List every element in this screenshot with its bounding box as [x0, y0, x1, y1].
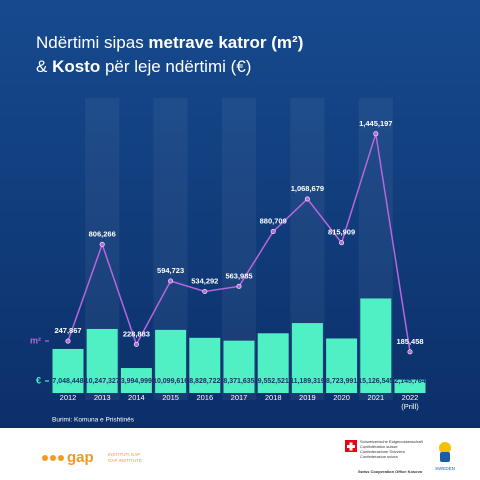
line-point	[133, 341, 139, 347]
bar-label: 7,048,448	[52, 378, 83, 385]
legend-label: m²	[30, 335, 41, 345]
x-tick-label: 2012	[60, 393, 77, 402]
line-point	[339, 240, 345, 246]
x-tick-label: 2013	[94, 393, 111, 402]
source: Burimi: Komuna e Prishtinës	[52, 417, 135, 424]
bar-label: 11,189,319	[290, 378, 325, 385]
line-label: 563,985	[225, 271, 252, 280]
line-label: 594,723	[157, 266, 184, 275]
x-tick-note: (Prill)	[401, 402, 419, 411]
bar-label: 2,145,764	[394, 378, 425, 385]
line-label: 1,068,679	[291, 184, 324, 193]
swiss-text: Confédération suisse	[360, 444, 398, 449]
x-tick-label: 2019	[299, 393, 316, 402]
bar-label: 8,723,991	[326, 378, 357, 385]
line-point	[202, 289, 208, 295]
x-tick-label: 2020	[333, 393, 350, 402]
bar	[155, 329, 187, 393]
swiss-text: Confederaziun svizra	[360, 454, 398, 459]
gap-name: GAP INSTITUTE	[108, 458, 142, 463]
sweden-shield	[440, 452, 450, 462]
swiss-office: Swiss Cooperation Office Kosovo	[358, 469, 423, 474]
line-point	[99, 241, 105, 247]
x-tick-label: 2015	[162, 393, 179, 402]
swiss-text: Schweizerische Eidgenossenschaft	[360, 439, 424, 444]
column-stripe	[393, 98, 427, 400]
line-point	[65, 338, 71, 344]
bar	[257, 333, 289, 393]
bar	[326, 338, 358, 393]
x-tick-label: 2022	[402, 393, 419, 402]
line-label: 880,709	[260, 217, 287, 226]
bar-label: 3,994,999	[121, 378, 152, 385]
line-point	[304, 196, 310, 202]
bar	[360, 298, 392, 393]
title-line2: & Kosto për leje ndërtimi (€)	[36, 57, 251, 76]
line-label: 1,445,197	[359, 119, 392, 128]
gap-logo: gap	[67, 449, 94, 466]
bar-label: 10,099,616	[153, 378, 188, 385]
bar-label: 8,371,635	[223, 378, 254, 385]
swiss-cross	[347, 442, 355, 451]
line-label: 185,458	[396, 337, 423, 346]
title-part: Kosto	[52, 57, 100, 76]
line-label: 534,292	[191, 276, 218, 285]
x-tick-label: 2018	[265, 393, 282, 402]
bar-label: 8,828,722	[189, 378, 220, 385]
column-stripe	[119, 98, 153, 400]
swiss-text: Confederazione Svizzera	[360, 449, 405, 454]
title-part: &	[36, 57, 52, 76]
title-line1: Ndërtimi sipas metrave katror (m²)	[36, 33, 303, 52]
bar-label: 9,552,521	[258, 378, 289, 385]
bar	[52, 348, 84, 393]
x-tick-label: 2017	[231, 393, 248, 402]
bar-label: 10,247,327	[85, 378, 120, 385]
legend-label: €	[36, 375, 41, 385]
line-label: 247,867	[54, 326, 81, 335]
bar-label: 15,126,545	[358, 378, 393, 385]
bar	[120, 368, 152, 393]
x-tick-label: 2016	[196, 393, 213, 402]
line-point	[270, 229, 276, 235]
bar	[291, 323, 323, 393]
bar	[394, 379, 426, 393]
bar	[86, 328, 118, 393]
line-label: 228,883	[123, 329, 150, 338]
gap-name: INSTITUTI GAP	[108, 452, 140, 457]
title-part: metrave katror (m²)	[148, 33, 303, 52]
line-point	[168, 278, 174, 284]
line-label: 806,266	[89, 229, 116, 238]
title-part: Ndërtimi sipas	[36, 33, 148, 52]
line-point	[236, 283, 242, 289]
x-tick-label: 2014	[128, 393, 145, 402]
title-part: për leje ndërtimi (€)	[100, 57, 251, 76]
footer-bg	[0, 428, 480, 480]
line-point	[407, 349, 413, 355]
bar	[223, 340, 255, 393]
bar	[189, 337, 221, 393]
sweden: SWEDEN	[435, 466, 455, 471]
gap-logo-dots	[42, 455, 64, 461]
line-label: 815,909	[328, 228, 355, 237]
sweden-crest	[439, 442, 451, 454]
x-tick-label: 2021	[367, 393, 384, 402]
line-point	[373, 131, 379, 137]
